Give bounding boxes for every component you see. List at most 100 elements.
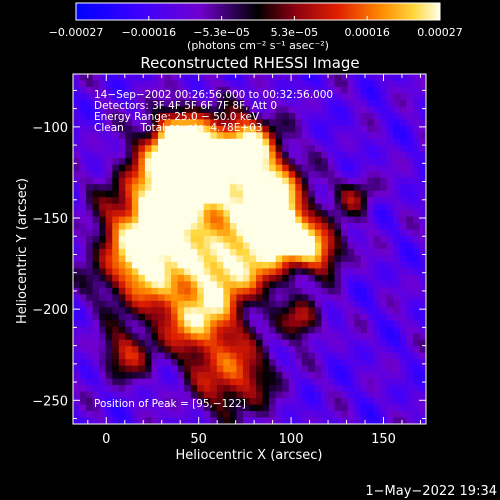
heatmap-cell: [334, 158, 342, 166]
heatmap-cell: [393, 281, 401, 289]
colorbar-tick-label: 0.00027: [417, 26, 463, 39]
heatmap-cell: [380, 229, 388, 237]
heatmap-cell: [118, 80, 126, 88]
heatmap-cell: [118, 313, 126, 321]
heatmap-cell: [177, 216, 185, 224]
heatmap-cell: [92, 223, 100, 231]
heatmap-cell: [354, 80, 362, 88]
heatmap-cell: [393, 372, 401, 380]
heatmap-cell: [79, 93, 87, 101]
heatmap-cell: [242, 229, 251, 237]
heatmap-cell: [138, 80, 146, 88]
heatmap-cell: [184, 417, 192, 424]
heatmap-cell: [184, 274, 192, 283]
heatmap-cell: [151, 99, 159, 108]
heatmap-cell: [386, 236, 394, 244]
heatmap-cell: [190, 320, 198, 328]
heatmap-cell: [269, 151, 277, 159]
heatmap-cell: [314, 274, 323, 283]
heatmap-cell: [380, 385, 388, 393]
heatmap-cell: [131, 242, 139, 250]
heatmap-cell: [256, 300, 264, 308]
heatmap-cell: [393, 138, 401, 146]
heatmap-cell: [151, 307, 159, 315]
heatmap-cell: [295, 112, 303, 120]
heatmap-cell: [393, 112, 401, 120]
heatmap-cell: [164, 164, 172, 172]
heatmap-cell: [210, 352, 218, 360]
heatmap-cell: [321, 385, 329, 393]
heatmap-cell: [380, 158, 388, 166]
heatmap-cell: [334, 106, 342, 114]
heatmap-cell: [327, 339, 336, 347]
heatmap-cell: [380, 249, 388, 257]
heatmap-cell: [144, 138, 153, 146]
heatmap-cell: [373, 86, 381, 95]
heatmap-cell: [105, 138, 113, 146]
heatmap-cell: [275, 287, 283, 295]
heatmap-cell: [301, 287, 309, 295]
heatmap-cell: [419, 138, 426, 146]
heatmap-cell: [99, 99, 107, 108]
heatmap-cell: [131, 158, 139, 166]
heatmap-cell: [399, 158, 407, 166]
heatmap-cell: [118, 177, 126, 185]
heatmap-cell: [151, 86, 159, 95]
heatmap-cell: [157, 145, 166, 153]
heatmap-cell: [157, 249, 166, 257]
heatmap-cell: [341, 93, 349, 101]
heatmap-cell: [412, 236, 421, 244]
heatmap-cell: [321, 261, 329, 270]
heatmap-cell: [151, 145, 159, 153]
heatmap-cell: [419, 216, 426, 224]
heatmap-cell: [79, 197, 87, 205]
heatmap-cell: [216, 99, 224, 108]
heatmap-cell: [86, 223, 94, 231]
heatmap-cell: [269, 404, 277, 412]
heatmap-cell: [125, 177, 133, 185]
heatmap-cell: [229, 138, 238, 146]
heatmap-cell: [151, 80, 159, 88]
heatmap-cell: [406, 287, 414, 295]
heatmap-cell: [216, 236, 224, 244]
heatmap-cell: [157, 171, 166, 179]
heatmap-cell: [138, 378, 146, 386]
heatmap-cell: [112, 138, 120, 146]
heatmap-cell: [367, 281, 375, 289]
heatmap-cell: [210, 112, 218, 120]
heatmap-cell: [177, 249, 185, 257]
heatmap-cell: [151, 346, 159, 354]
heatmap-cell: [256, 404, 264, 412]
heatmap-cell: [151, 242, 159, 250]
heatmap-cell: [262, 125, 270, 133]
heatmap-cell: [327, 249, 336, 257]
heatmap-cell: [386, 119, 394, 127]
heatmap-cell: [144, 210, 153, 218]
annotation-clean-counts: Clean Total counts: 4.78E+03: [94, 122, 263, 134]
heatmap-cell: [138, 190, 146, 198]
heatmap-cell: [282, 313, 290, 321]
heatmap-cell: [171, 281, 179, 289]
heatmap-cell: [386, 151, 394, 159]
heatmap-cell: [197, 378, 205, 386]
heatmap-cell: [105, 300, 113, 308]
heatmap-cell: [236, 99, 244, 108]
heatmap-cell: [138, 398, 146, 406]
heatmap-cell: [177, 417, 185, 424]
heatmap-cell: [249, 145, 257, 153]
heatmap-cell: [256, 151, 264, 159]
heatmap-cell: [99, 294, 107, 302]
heatmap-cell: [144, 378, 153, 386]
heatmap-cell: [393, 378, 401, 386]
heatmap-cell: [242, 359, 251, 367]
heatmap-cell: [380, 177, 388, 185]
heatmap-cell: [216, 229, 224, 237]
heatmap-cell: [249, 365, 257, 373]
heatmap-cell: [419, 268, 426, 276]
heatmap-cell: [73, 145, 81, 153]
heatmap-cell: [282, 184, 290, 192]
heatmap-cell: [86, 125, 94, 133]
heatmap-cell: [105, 74, 113, 82]
heatmap-cell: [73, 385, 81, 393]
heatmap-cell: [367, 378, 375, 386]
